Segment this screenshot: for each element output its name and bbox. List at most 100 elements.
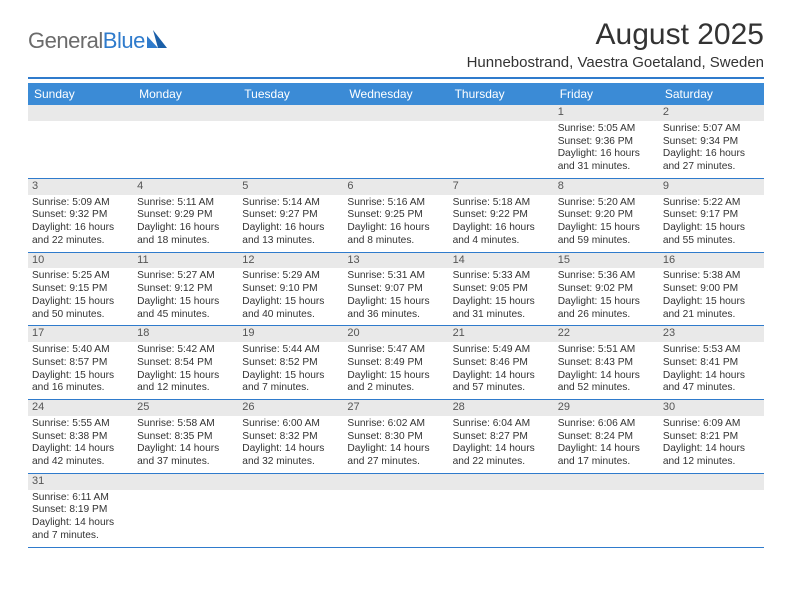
day-detail-cell: Sunrise: 5:27 AMSunset: 9:12 PMDaylight:… [133, 268, 238, 326]
day-detail-cell: Sunrise: 5:20 AMSunset: 9:20 PMDaylight:… [554, 195, 659, 253]
title-block: August 2025 Hunnebostrand, Vaestra Goeta… [467, 18, 764, 71]
day-detail-cell: Sunrise: 5:51 AMSunset: 8:43 PMDaylight:… [554, 342, 659, 400]
daylight-line-1: Daylight: 16 hours [347, 222, 444, 235]
sunrise-line: Sunrise: 5:16 AM [347, 197, 444, 210]
brand-logo: GeneralBlue [28, 28, 169, 54]
location-label: Hunnebostrand, Vaestra Goetaland, Sweden [467, 54, 764, 71]
sunset-line: Sunset: 9:29 PM [137, 209, 234, 222]
daylight-line-1: Daylight: 15 hours [663, 296, 760, 309]
day-number-cell [28, 105, 133, 121]
daylight-line-2: and 32 minutes. [242, 456, 339, 469]
daylight-line-1: Daylight: 14 hours [32, 517, 129, 530]
day-header: Wednesday [343, 83, 448, 105]
daylight-line-1: Daylight: 14 hours [137, 443, 234, 456]
daylight-line-2: and 4 minutes. [453, 235, 550, 248]
day-number-cell: 30 [659, 400, 764, 416]
day-detail-cell: Sunrise: 5:44 AMSunset: 8:52 PMDaylight:… [238, 342, 343, 400]
daylight-line-2: and 37 minutes. [137, 456, 234, 469]
day-detail-cell: Sunrise: 5:14 AMSunset: 9:27 PMDaylight:… [238, 195, 343, 253]
daylight-line-1: Daylight: 14 hours [663, 443, 760, 456]
daynum-row: 17181920212223 [28, 326, 764, 342]
detail-row: Sunrise: 5:25 AMSunset: 9:15 PMDaylight:… [28, 268, 764, 326]
day-number-cell: 11 [133, 252, 238, 268]
day-detail-cell: Sunrise: 5:18 AMSunset: 9:22 PMDaylight:… [449, 195, 554, 253]
day-number-cell [449, 473, 554, 489]
header-divider [28, 77, 764, 79]
daylight-line-2: and 21 minutes. [663, 309, 760, 322]
sunset-line: Sunset: 8:57 PM [32, 357, 129, 370]
day-header: Monday [133, 83, 238, 105]
day-detail-cell [133, 121, 238, 179]
sunrise-line: Sunrise: 5:27 AM [137, 270, 234, 283]
sunrise-line: Sunrise: 5:38 AM [663, 270, 760, 283]
daylight-line-2: and 27 minutes. [347, 456, 444, 469]
day-detail-cell: Sunrise: 5:36 AMSunset: 9:02 PMDaylight:… [554, 268, 659, 326]
day-detail-cell: Sunrise: 6:02 AMSunset: 8:30 PMDaylight:… [343, 416, 448, 474]
daylight-line-2: and 52 minutes. [558, 382, 655, 395]
day-number-cell: 22 [554, 326, 659, 342]
detail-row: Sunrise: 5:09 AMSunset: 9:32 PMDaylight:… [28, 195, 764, 253]
day-detail-cell: Sunrise: 6:06 AMSunset: 8:24 PMDaylight:… [554, 416, 659, 474]
sunrise-line: Sunrise: 6:00 AM [242, 418, 339, 431]
day-detail-cell: Sunrise: 5:55 AMSunset: 8:38 PMDaylight:… [28, 416, 133, 474]
daylight-line-1: Daylight: 14 hours [347, 443, 444, 456]
sunrise-line: Sunrise: 5:44 AM [242, 344, 339, 357]
day-header: Saturday [659, 83, 764, 105]
daylight-line-1: Daylight: 15 hours [663, 222, 760, 235]
day-number-cell [449, 105, 554, 121]
day-detail-cell: Sunrise: 5:16 AMSunset: 9:25 PMDaylight:… [343, 195, 448, 253]
sunset-line: Sunset: 9:05 PM [453, 283, 550, 296]
day-detail-cell: Sunrise: 5:09 AMSunset: 9:32 PMDaylight:… [28, 195, 133, 253]
daylight-line-2: and 42 minutes. [32, 456, 129, 469]
day-number-cell: 28 [449, 400, 554, 416]
sunrise-line: Sunrise: 5:42 AM [137, 344, 234, 357]
day-detail-cell [133, 490, 238, 548]
day-header: Tuesday [238, 83, 343, 105]
day-number-cell: 19 [238, 326, 343, 342]
day-detail-cell: Sunrise: 5:38 AMSunset: 9:00 PMDaylight:… [659, 268, 764, 326]
sunrise-line: Sunrise: 5:36 AM [558, 270, 655, 283]
daylight-line-1: Daylight: 15 hours [558, 296, 655, 309]
sunrise-line: Sunrise: 6:06 AM [558, 418, 655, 431]
day-number-cell: 26 [238, 400, 343, 416]
day-detail-cell [659, 490, 764, 548]
sunrise-line: Sunrise: 5:18 AM [453, 197, 550, 210]
daylight-line-1: Daylight: 16 hours [137, 222, 234, 235]
sunset-line: Sunset: 9:22 PM [453, 209, 550, 222]
sunset-line: Sunset: 9:36 PM [558, 136, 655, 149]
daylight-line-1: Daylight: 15 hours [347, 296, 444, 309]
daylight-line-2: and 18 minutes. [137, 235, 234, 248]
day-detail-cell [554, 490, 659, 548]
sunrise-line: Sunrise: 5:07 AM [663, 123, 760, 136]
day-number-cell [554, 473, 659, 489]
sunrise-line: Sunrise: 5:14 AM [242, 197, 339, 210]
day-detail-cell: Sunrise: 5:25 AMSunset: 9:15 PMDaylight:… [28, 268, 133, 326]
sunrise-line: Sunrise: 5:51 AM [558, 344, 655, 357]
daylight-line-2: and 50 minutes. [32, 309, 129, 322]
daylight-line-2: and 47 minutes. [663, 382, 760, 395]
sunset-line: Sunset: 8:41 PM [663, 357, 760, 370]
daylight-line-1: Daylight: 16 hours [663, 148, 760, 161]
day-detail-cell: Sunrise: 5:11 AMSunset: 9:29 PMDaylight:… [133, 195, 238, 253]
sunrise-line: Sunrise: 6:02 AM [347, 418, 444, 431]
day-number-cell: 1 [554, 105, 659, 121]
day-number-cell [238, 473, 343, 489]
day-detail-cell: Sunrise: 5:31 AMSunset: 9:07 PMDaylight:… [343, 268, 448, 326]
daylight-line-2: and 26 minutes. [558, 309, 655, 322]
day-number-cell [343, 473, 448, 489]
day-header-row: Sunday Monday Tuesday Wednesday Thursday… [28, 83, 764, 105]
daylight-line-2: and 31 minutes. [453, 309, 550, 322]
sunrise-line: Sunrise: 5:09 AM [32, 197, 129, 210]
day-detail-cell: Sunrise: 5:22 AMSunset: 9:17 PMDaylight:… [659, 195, 764, 253]
day-number-cell: 14 [449, 252, 554, 268]
detail-row: Sunrise: 5:05 AMSunset: 9:36 PM Daylight:… [28, 121, 764, 179]
day-number-cell: 13 [343, 252, 448, 268]
sunset-line: Sunset: 9:17 PM [663, 209, 760, 222]
day-number-cell: 5 [238, 178, 343, 194]
day-number-cell: 3 [28, 178, 133, 194]
sunrise-line: Sunrise: 5:05 AM [558, 123, 655, 136]
daynum-row: 3456789 [28, 178, 764, 194]
brand-mark-icon [147, 30, 169, 53]
day-detail-cell: Sunrise: 5:05 AMSunset: 9:36 PMDaylight:… [554, 121, 659, 179]
sunset-line: Sunset: 8:52 PM [242, 357, 339, 370]
